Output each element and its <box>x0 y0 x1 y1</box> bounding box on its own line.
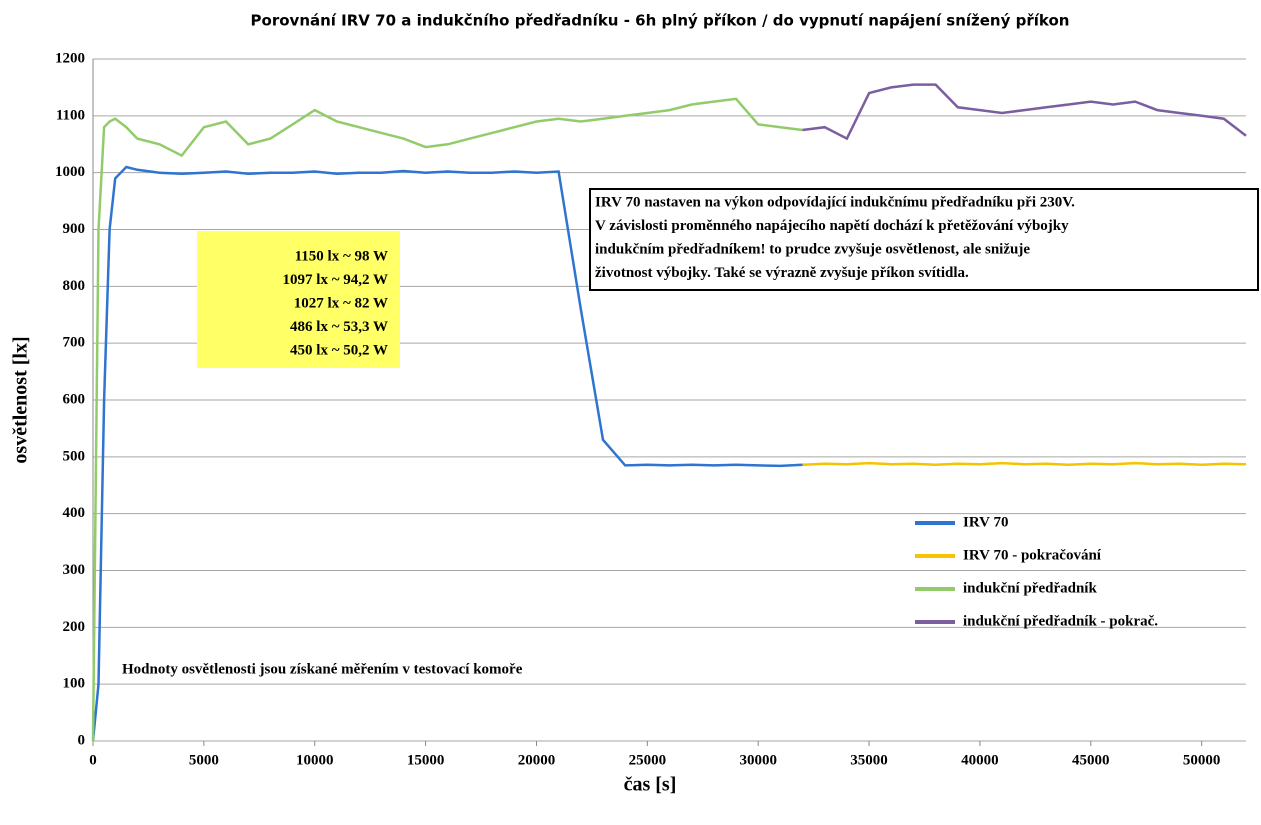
y-tick-label: 600 <box>63 391 86 407</box>
y-tick-label: 700 <box>63 335 86 351</box>
x-axis-label: čas [s] <box>624 774 677 796</box>
x-tick-label: 50000 <box>1183 752 1221 768</box>
y-tick-label: 900 <box>63 221 86 237</box>
y-tick-label: 1200 <box>55 50 85 66</box>
legend-label: indukční předřadník - pokrač. <box>963 613 1158 629</box>
series-line <box>91 165 803 742</box>
y-tick-label: 1000 <box>55 164 85 180</box>
box-text: životnost výbojky. Také se výrazně zvyšu… <box>595 265 969 281</box>
x-tick-label: 0 <box>89 752 97 768</box>
legend-label: indukční předřadník <box>963 580 1097 596</box>
series-line <box>91 97 803 742</box>
y-tick-label: 1100 <box>56 107 85 123</box>
y-axis-label: osvětlenost [lx] <box>10 336 32 463</box>
note-text: 486 lx ~ 53,3 W <box>290 319 388 335</box>
chart-title: Porovnání IRV 70 a indukčního předřadník… <box>251 12 1070 30</box>
text-box <box>589 188 1259 291</box>
note-text: 450 lx ~ 50,2 W <box>290 342 388 358</box>
note-text: 1150 lx ~ 98 W <box>295 248 388 264</box>
x-tick-label: 45000 <box>1072 752 1110 768</box>
legend-label: IRV 70 <box>963 514 1008 530</box>
y-tick-label: 0 <box>78 732 86 748</box>
y-tick-label: 100 <box>63 676 86 692</box>
y-tick-label: 800 <box>63 278 86 294</box>
x-tick-label: 25000 <box>629 752 667 768</box>
y-tick-label: 400 <box>63 505 86 521</box>
footnote: Hodnoty osvětlenosti jsou získané měření… <box>122 661 523 677</box>
box-text: IRV 70 nastaven na výkon odpovídající in… <box>595 194 1075 210</box>
box-text: indukčním předřadníkem! to prudce zvyšuj… <box>595 241 1030 257</box>
x-tick-label: 15000 <box>407 752 445 768</box>
x-tick-label: 20000 <box>518 752 556 768</box>
y-tick-label: 300 <box>63 562 86 578</box>
x-tick-label: 40000 <box>961 752 999 768</box>
y-tick-label: 200 <box>63 619 86 635</box>
x-tick-label: 35000 <box>850 752 888 768</box>
note-text: 1027 lx ~ 82 W <box>294 295 388 311</box>
note-box <box>197 231 400 368</box>
series-line <box>802 83 1247 141</box>
note-text: 1097 lx ~ 94,2 W <box>283 272 388 288</box>
x-tick-label: 5000 <box>189 752 219 768</box>
series-line <box>802 461 1247 467</box>
box-text: V závislosti proměnného napájecího napět… <box>595 218 1069 234</box>
legend-label: IRV 70 - pokračování <box>963 547 1102 563</box>
x-tick-label: 30000 <box>739 752 777 768</box>
y-tick-label: 500 <box>63 448 86 464</box>
x-tick-label: 10000 <box>296 752 334 768</box>
